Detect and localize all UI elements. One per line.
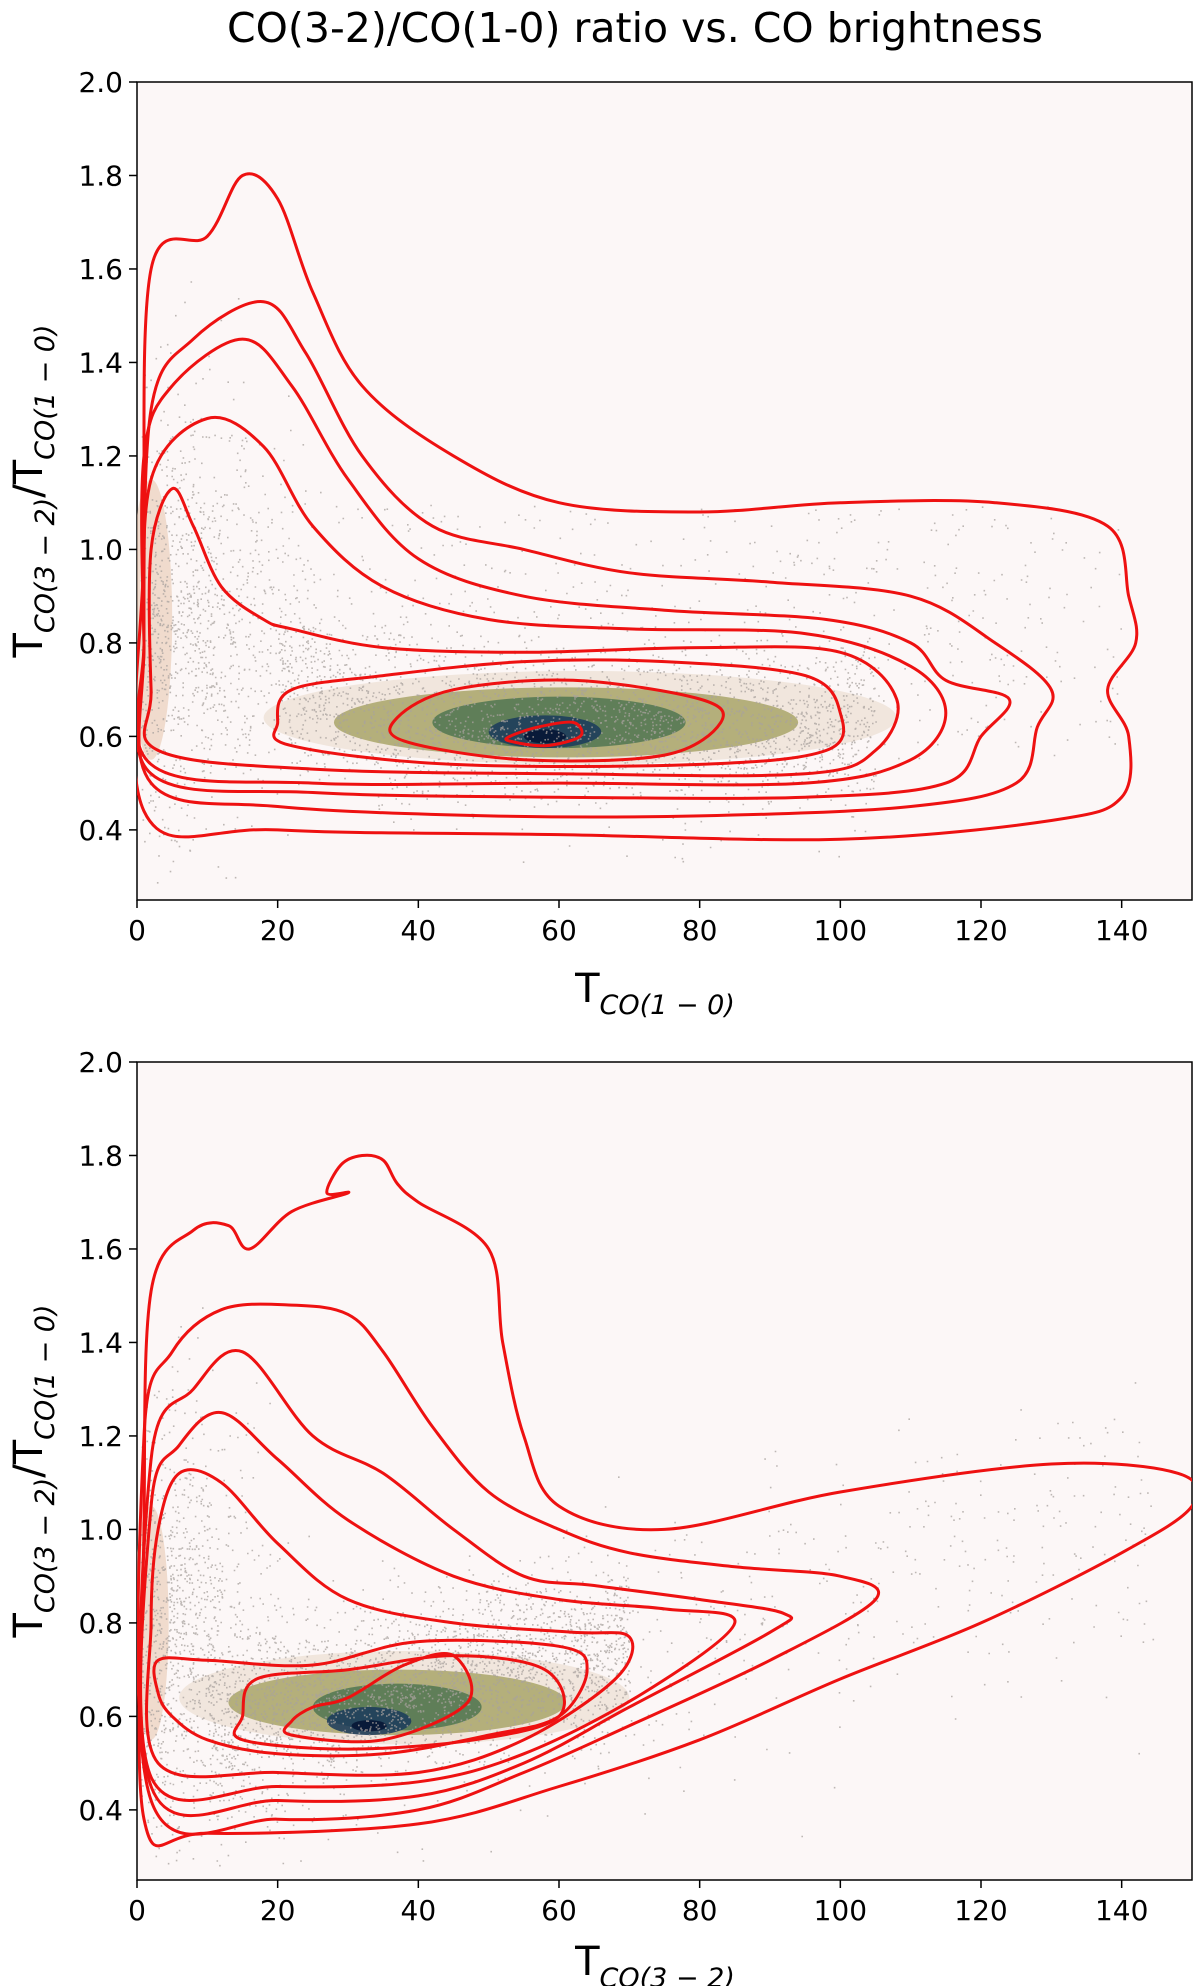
y-ticks-bottom: 0.4 0.6 0.8 1.0 1.2 1.4 1.6 1.8 2.0 [78,1046,137,1827]
contour-level-6 [152,1638,589,1758]
contour-level-5 [142,487,900,778]
x-tick-label: 100 [814,914,867,947]
contour-level-1 [137,172,1139,842]
scatter-panel-top: 0 20 40 60 80 100 120 140 0.4 0.6 0.8 1.0 1.2 1.4 1.6… [6,66,1193,1021]
y-tick-label: 1.6 [78,253,123,286]
y-tick-label: 1.2 [78,1420,123,1453]
contour-level-8 [504,720,584,748]
contour-level-5 [145,1468,635,1779]
plot-area-bottom [136,1061,1193,1881]
x-tick-label: 120 [954,914,1007,947]
y-axis-label-bottom: TCO(3 − 2)/TCO(1 − 0) [6,1304,61,1638]
y-axis-label-top: TCO(3 − 2)/TCO(1 − 0) [6,324,61,658]
contour-lines-top [137,172,1139,842]
chart-title: CO(3-2)/CO(1-0) ratio vs. CO brightness [227,4,1043,52]
x-tick-label: 100 [814,1894,867,1927]
x-tick-label: 120 [954,1894,1007,1927]
y-tick-label: 1.0 [78,533,123,566]
density-blob-4 [523,729,567,744]
y-tick-label: 1.0 [78,1513,123,1546]
y-tick-label: 0.4 [78,1794,123,1827]
contour-level-7 [232,1654,566,1751]
x-axis-label-bottom: TCO(3 − 2) [574,1939,735,1986]
contour-level-7 [388,678,725,763]
y-tick-label: 1.8 [78,159,123,192]
x-tick-label: 60 [541,1894,577,1927]
y-tick-label: 0.6 [78,720,123,753]
contour-level-2 [137,300,1055,819]
contour-level-6 [272,658,846,769]
y-tick-label: 2.0 [78,66,123,99]
y-tick-label: 1.4 [78,346,123,379]
x-tick-label: 20 [260,914,296,947]
y-tick-label: 0.4 [78,814,123,847]
x-tick-label: 140 [1095,1894,1148,1927]
contour-lines-bottom [137,1153,1192,1848]
y-tick-label: 2.0 [78,1046,123,1079]
contour-level-1 [137,1153,1192,1848]
x-tick-label: 0 [128,1894,146,1927]
x-ticks-top: 0 20 40 60 80 100 120 140 [128,900,1148,947]
plot-area-top [136,81,1193,901]
x-tick-label: 0 [128,914,146,947]
y-tick-label: 1.8 [78,1139,123,1172]
y-tick-label: 0.6 [78,1700,123,1733]
density-layer-top [137,479,897,765]
y-tick-label: 0.8 [78,1607,123,1640]
contour-level-3 [138,1348,794,1817]
contour-level-4 [139,1411,737,1802]
y-ticks-top: 0.4 0.6 0.8 1.0 1.2 1.4 1.6 1.8 2.0 [78,66,137,847]
x-axis-label-top: TCO(1 − 0) [574,966,735,1021]
contour-level-3 [137,337,1012,800]
contour-level-2 [137,1302,880,1836]
density-blob-5 [137,479,173,760]
x-tick-label: 40 [401,914,437,947]
y-tick-label: 1.6 [78,1233,123,1266]
x-ticks-bottom: 0 20 40 60 80 100 120 140 [128,1880,1148,1927]
contour-level-8 [282,1651,474,1744]
y-tick-label: 1.2 [78,440,123,473]
x-tick-label: 80 [682,1894,718,1927]
scatter-panel-bottom: 0 20 40 60 80 100 120 140 0.4 0.6 0.8 1.0 1.2 1.4 1.6… [6,1046,1193,1986]
x-tick-label: 40 [401,1894,437,1927]
y-tick-label: 0.8 [78,627,123,660]
x-tick-label: 60 [541,914,577,947]
x-tick-label: 20 [260,1894,296,1927]
x-tick-label: 140 [1095,914,1148,947]
contour-level-4 [137,415,948,787]
y-tick-label: 1.4 [78,1326,123,1359]
x-tick-label: 80 [682,914,718,947]
